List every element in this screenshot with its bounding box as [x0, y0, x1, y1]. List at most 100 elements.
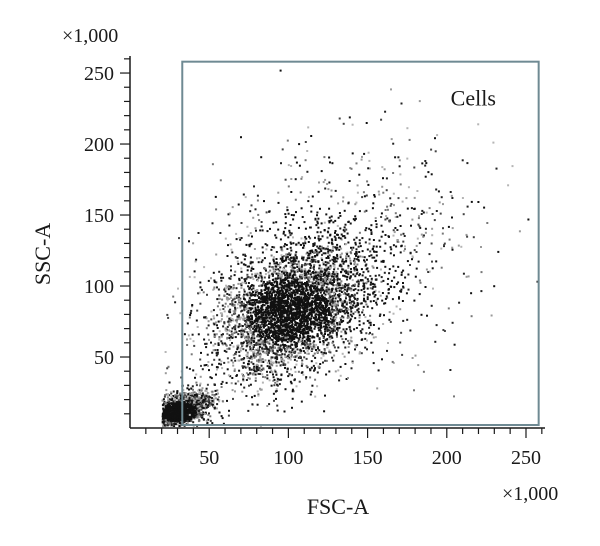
data-point	[298, 301, 301, 304]
data-point	[211, 222, 214, 225]
data-point	[328, 335, 331, 338]
data-point	[245, 395, 248, 397]
data-point	[225, 350, 228, 353]
data-point	[316, 318, 319, 321]
data-point	[319, 279, 322, 282]
data-point	[287, 361, 290, 364]
data-point	[364, 229, 367, 232]
data-point	[223, 310, 226, 313]
data-point	[333, 316, 336, 319]
data-point	[251, 320, 254, 323]
data-point	[246, 366, 249, 368]
data-point	[319, 302, 322, 305]
data-point	[296, 322, 299, 325]
data-point	[200, 414, 203, 417]
data-point	[286, 369, 289, 371]
data-point	[268, 274, 271, 277]
data-point	[257, 394, 260, 397]
data-point	[278, 293, 281, 296]
data-point	[302, 290, 305, 293]
data-point	[162, 398, 165, 401]
data-point	[287, 306, 290, 309]
data-point	[325, 314, 328, 316]
data-point	[256, 364, 259, 366]
data-point	[163, 419, 166, 422]
data-point	[240, 276, 243, 279]
data-point	[273, 262, 276, 265]
data-point	[350, 289, 353, 292]
data-point	[249, 311, 252, 314]
data-point	[256, 360, 259, 363]
data-point	[243, 293, 245, 296]
data-point	[336, 326, 339, 329]
data-point	[286, 248, 289, 250]
data-point	[262, 325, 265, 327]
data-point	[174, 415, 176, 417]
data-point	[190, 409, 193, 411]
data-point	[318, 289, 321, 292]
data-point	[242, 378, 245, 381]
data-point	[331, 273, 334, 275]
data-point	[295, 251, 298, 254]
data-point	[312, 344, 315, 346]
data-point	[260, 330, 263, 333]
data-point	[302, 350, 305, 353]
data-point	[174, 401, 177, 404]
data-point	[259, 333, 262, 336]
data-point	[266, 281, 269, 284]
data-point	[307, 278, 310, 281]
data-point	[218, 297, 221, 300]
data-point	[292, 328, 295, 331]
data-point	[290, 351, 293, 354]
data-point	[331, 258, 334, 261]
data-point	[220, 340, 223, 343]
data-point	[218, 330, 221, 333]
data-point	[249, 372, 252, 375]
data-point	[242, 348, 245, 351]
data-point	[273, 321, 276, 324]
data-point	[218, 336, 221, 339]
data-point	[161, 419, 164, 422]
data-point	[291, 343, 294, 346]
data-point	[320, 245, 323, 248]
data-point	[245, 277, 248, 280]
data-point	[252, 294, 255, 297]
data-point	[295, 291, 298, 294]
data-point	[284, 296, 286, 299]
data-point	[235, 256, 238, 259]
data-point	[225, 381, 228, 384]
data-point	[283, 316, 286, 319]
data-point	[241, 373, 244, 376]
data-point	[378, 290, 381, 293]
data-point	[277, 334, 280, 337]
data-point	[257, 372, 260, 375]
data-point	[260, 325, 262, 328]
data-point	[264, 330, 267, 333]
data-point	[216, 389, 219, 392]
data-point	[328, 272, 331, 275]
data-point	[231, 342, 233, 344]
data-point	[379, 294, 382, 297]
data-point	[296, 310, 299, 313]
data-point	[331, 298, 334, 301]
data-point	[254, 306, 257, 309]
data-point	[185, 409, 188, 412]
data-point	[300, 322, 303, 325]
data-point	[253, 310, 256, 313]
data-point	[268, 364, 271, 367]
data-point	[348, 316, 351, 319]
data-point	[435, 324, 438, 327]
data-point	[316, 293, 319, 296]
data-point	[177, 422, 179, 425]
data-point	[340, 308, 343, 311]
data-point	[353, 268, 356, 271]
data-point	[275, 321, 278, 324]
data-point	[387, 342, 389, 344]
data-point	[249, 320, 252, 323]
data-point	[238, 301, 241, 304]
data-point	[278, 316, 281, 318]
data-point	[230, 335, 233, 338]
data-point	[180, 394, 182, 397]
data-point	[303, 323, 306, 325]
data-point	[307, 301, 309, 304]
